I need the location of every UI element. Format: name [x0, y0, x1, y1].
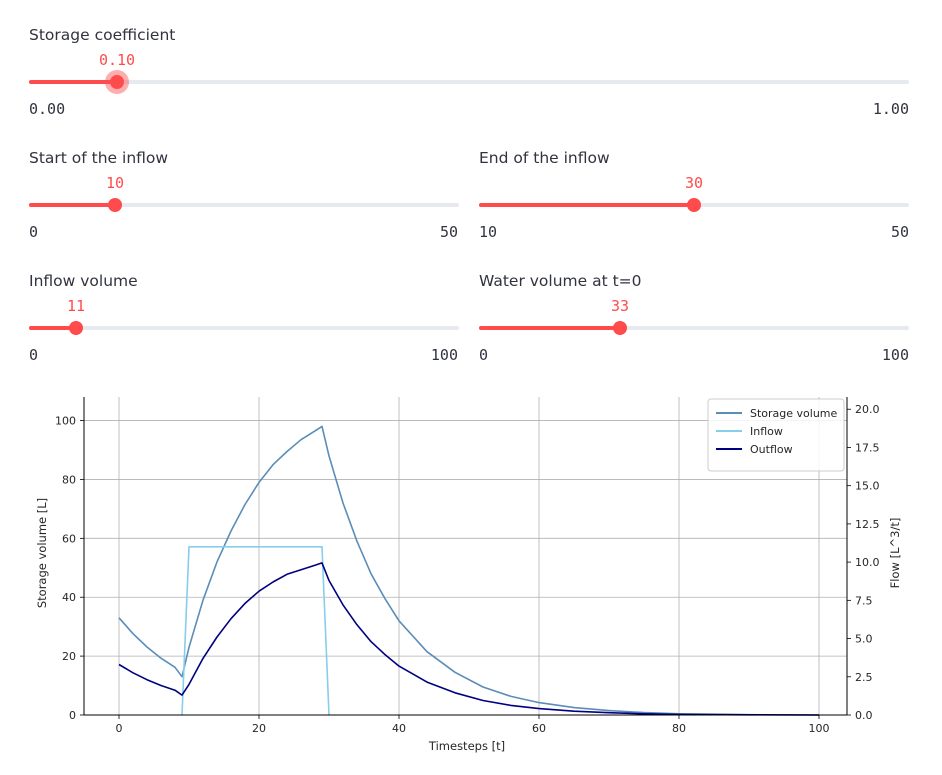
- y2-axis-label: Flow [L^3/t]: [888, 518, 902, 589]
- y2-tick-label: 15.0: [855, 480, 880, 493]
- end-inflow-fill: [479, 203, 694, 207]
- water-volume-max: 100: [881, 346, 909, 364]
- water-volume-fill: [479, 326, 620, 330]
- x-axis-label: Timesteps [t]: [428, 739, 505, 753]
- y-axis-label: Storage volume [L]: [35, 498, 49, 608]
- y-tick-label: 80: [62, 473, 76, 486]
- water-volume-min: 0: [479, 346, 489, 364]
- y-tick-label: 20: [62, 650, 76, 663]
- storage-coefficient-track[interactable]: [29, 80, 909, 84]
- storage-coefficient-max: 1.00: [872, 100, 909, 118]
- storage-volume-line: [118, 425, 820, 716]
- outflow-line: [118, 562, 820, 716]
- y2-tick-label: 7.5: [855, 594, 873, 607]
- end-inflow-thumb[interactable]: [687, 198, 701, 212]
- start-inflow-fill: [29, 203, 115, 207]
- inflow-volume-value: 11: [66, 297, 86, 315]
- storage-coefficient-label: Storage coefficient: [29, 26, 176, 44]
- y2-tick-label: 12.5: [855, 518, 880, 531]
- y-tick-label: 0: [69, 709, 76, 722]
- y-tick-label: 100: [55, 415, 76, 428]
- y2-tick-label: 20.0: [855, 403, 880, 416]
- chart-series: [118, 425, 820, 716]
- end-inflow-value: 30: [684, 174, 704, 192]
- start-inflow-thumb[interactable]: [108, 198, 122, 212]
- chart-legend: Storage volume Inflow Outflow: [707, 398, 845, 472]
- inflow-volume-label: Inflow volume: [29, 272, 138, 290]
- storage-coefficient-min: 0.00: [29, 100, 66, 118]
- end-inflow-label: End of the inflow: [479, 149, 610, 167]
- y-tick-label: 40: [62, 591, 76, 604]
- chart-axes: 0 20 40 60 80 100 0 20 40 60 80 100 0.0 2.5 5.0 7.5 10.0…: [55, 397, 880, 735]
- y2-tick-label: 5.0: [855, 633, 873, 646]
- storage-coefficient-value: 0.10: [98, 51, 136, 69]
- x-tick-label: 40: [392, 722, 406, 735]
- legend-label: Storage volume: [750, 407, 838, 420]
- water-volume-label: Water volume at t=0: [479, 272, 642, 290]
- x-tick-label: 20: [252, 722, 266, 735]
- y2-tick-label: 10.0: [855, 556, 880, 569]
- start-inflow-min: 0: [29, 223, 39, 241]
- start-inflow-value: 10: [105, 174, 125, 192]
- water-volume-track[interactable]: [479, 326, 909, 330]
- y-tick-label: 60: [62, 532, 76, 545]
- start-inflow-max: 50: [439, 223, 458, 241]
- inflow-volume-track[interactable]: [29, 326, 459, 330]
- water-volume-thumb[interactable]: [613, 321, 627, 335]
- end-inflow-min: 10: [479, 223, 498, 241]
- y2-tick-label: 17.5: [855, 441, 880, 454]
- legend-label: Inflow: [750, 425, 783, 438]
- y2-tick-label: 2.5: [855, 671, 873, 684]
- x-tick-label: 80: [672, 722, 686, 735]
- y2-tick-label: 0.0: [855, 709, 873, 722]
- start-inflow-track[interactable]: [29, 203, 459, 207]
- end-inflow-max: 50: [890, 223, 909, 241]
- inflow-volume-max: 100: [430, 346, 458, 364]
- storage-coefficient-thumb[interactable]: [110, 75, 124, 89]
- x-tick-label: 100: [809, 722, 830, 735]
- x-tick-label: 0: [116, 722, 123, 735]
- storage-chart: 0 20 40 60 80 100 0 20 40 60 80 100 0.0 2.5 5.0 7.5 10.0…: [35, 397, 902, 753]
- legend-box: [707, 398, 845, 472]
- inflow-volume-thumb[interactable]: [69, 321, 83, 335]
- start-inflow-label: Start of the inflow: [29, 149, 169, 167]
- x-tick-label: 60: [532, 722, 546, 735]
- inflow-volume-min: 0: [29, 346, 39, 364]
- legend-label: Outflow: [750, 443, 793, 456]
- storage-coefficient-fill: [29, 80, 117, 84]
- water-volume-value: 33: [610, 297, 630, 315]
- inflow-line: [181, 546, 330, 716]
- inflow-volume-fill: [29, 326, 76, 330]
